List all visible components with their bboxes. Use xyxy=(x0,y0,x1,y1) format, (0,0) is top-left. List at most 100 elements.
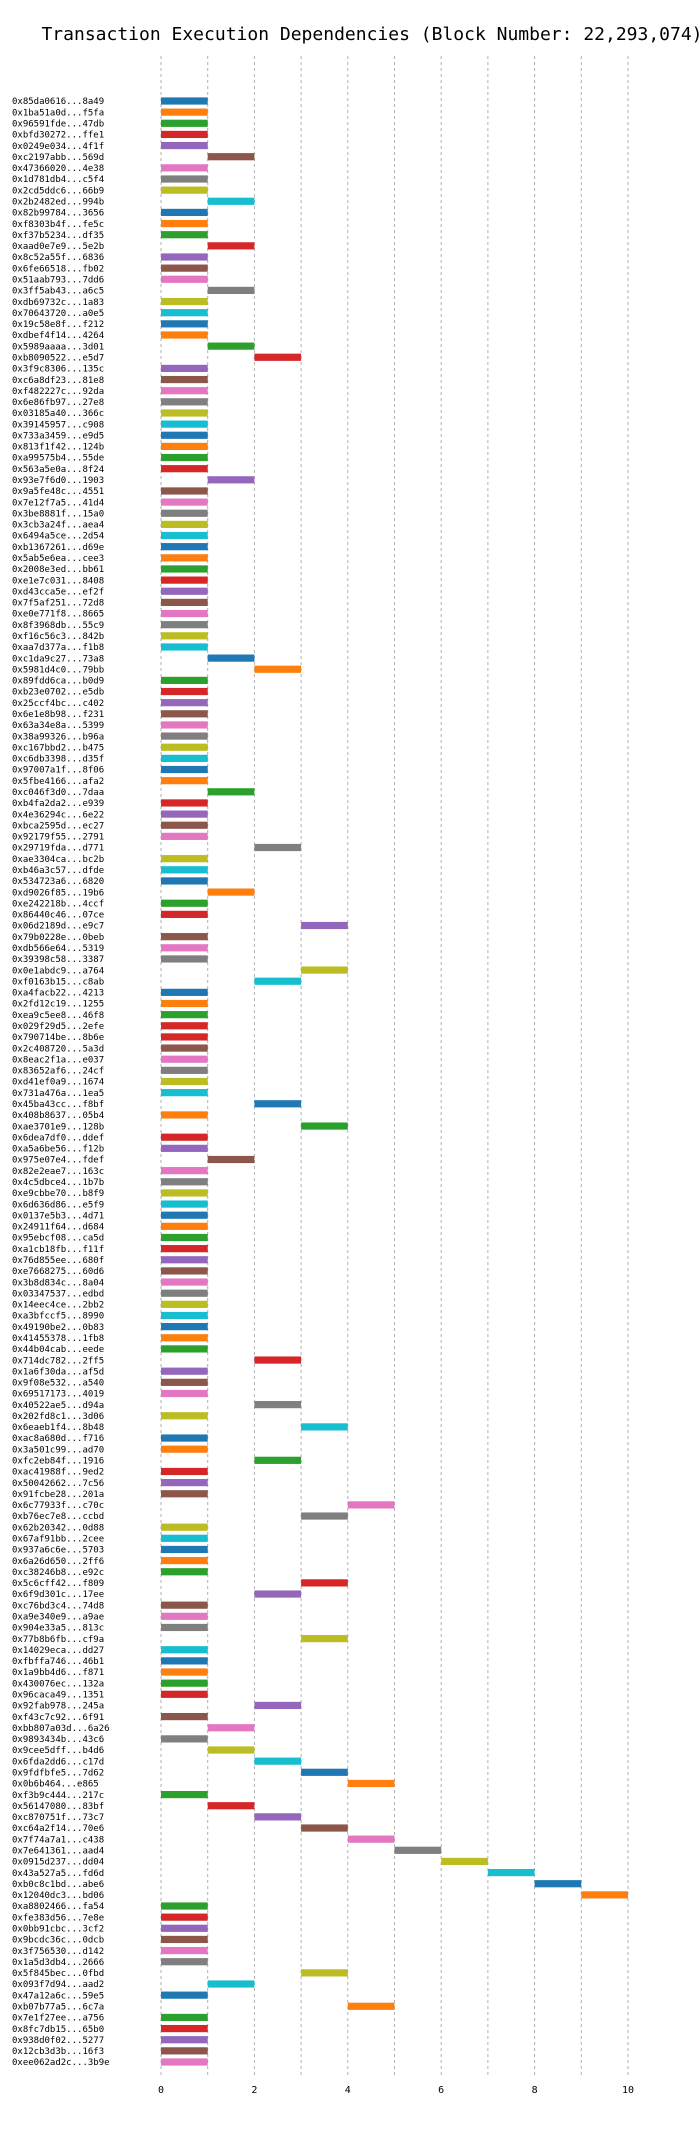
y-tick-label: 0xdb566e64...5319 xyxy=(12,944,104,954)
transaction-bar xyxy=(161,1902,208,1910)
transaction-bar xyxy=(161,487,208,495)
y-tick-label: 0x03185a40...366c xyxy=(12,409,104,419)
transaction-bar xyxy=(254,1813,302,1821)
transaction-bar xyxy=(161,331,208,339)
transaction-bar xyxy=(161,1490,208,1498)
transaction-bar xyxy=(347,2002,395,2010)
y-tick-label: 0x714dc782...2ff5 xyxy=(12,1356,104,1366)
transaction-bar xyxy=(161,832,208,840)
y-tick-label: 0xb4fa2da2...e939 xyxy=(12,799,104,809)
transaction-bar xyxy=(161,765,208,774)
transaction-bar xyxy=(207,197,255,205)
x-tick-label: 6 xyxy=(438,2085,444,2096)
transaction-bar xyxy=(161,1066,208,1074)
y-tick-label: 0xa9e340e9...a9ae xyxy=(12,1613,104,1623)
transaction-bar xyxy=(161,1623,208,1632)
transaction-bar xyxy=(161,933,208,941)
transaction-bar xyxy=(161,1311,208,1320)
y-tick-label: 0xc2197abb...569d xyxy=(12,153,104,163)
y-tick-label: 0x92fab978...245a xyxy=(12,1702,104,1712)
transaction-bar xyxy=(161,97,208,105)
y-tick-label: 0x91fcbe28...201a xyxy=(12,1490,104,1500)
transaction-bar xyxy=(441,1857,488,1866)
transaction-bar xyxy=(161,1735,208,1743)
y-tick-label: 0xc6a8df23...81e8 xyxy=(12,376,104,386)
y-tick-label: 0x430076ec...132a xyxy=(12,1679,104,1689)
y-tick-label: 0xc6db3398...d35f xyxy=(12,755,104,765)
y-tick-label: 0x6494a5ce...2d54 xyxy=(12,532,104,542)
transaction-bar xyxy=(161,810,208,818)
transaction-bar xyxy=(301,1423,348,1431)
transaction-bar xyxy=(581,1891,628,1899)
transaction-bar xyxy=(161,1278,208,1286)
transaction-bar xyxy=(161,1913,208,1921)
transaction-bar xyxy=(161,2058,208,2066)
transaction-bar xyxy=(161,520,208,528)
y-tick-label: 0x6f9d301c...17ee xyxy=(12,1590,104,1600)
y-tick-label: 0x38a99326...b96a xyxy=(12,732,104,742)
transaction-bar xyxy=(161,687,208,696)
y-tick-label: 0xa3bfccf5...8990 xyxy=(12,1312,104,1322)
y-tick-label: 0x5fbe4166...afa2 xyxy=(12,777,104,787)
y-tick-label: 0x24911f64...d684 xyxy=(12,1223,104,1233)
y-tick-label: 0xac41988f...9ed2 xyxy=(12,1468,104,1478)
transaction-bar xyxy=(161,1178,208,1186)
y-tick-label: 0x49190be2...0b83 xyxy=(12,1323,104,1333)
y-tick-label: 0xa5a6be56...f12b xyxy=(12,1145,104,1155)
transaction-bar xyxy=(161,1412,208,1420)
transaction-bar xyxy=(161,309,208,317)
transaction-bar xyxy=(301,1635,348,1643)
y-tick-label: 0x3f9c8306...135c xyxy=(12,365,104,375)
y-tick-label: 0x1d781db4...c5f4 xyxy=(12,175,104,185)
y-tick-label: 0xa1cb18fb...f11f xyxy=(12,1245,104,1255)
x-tick-label: 8 xyxy=(532,2085,538,2096)
transaction-bar xyxy=(161,1668,208,1676)
transaction-bar xyxy=(301,1122,348,1130)
transaction-bar xyxy=(301,921,348,930)
y-tick-label: 0x82e2eae7...163c xyxy=(12,1167,104,1177)
y-tick-label: 0x5989aaaa...3d01 xyxy=(12,342,104,352)
transaction-bar xyxy=(161,1144,208,1152)
transaction-bar xyxy=(161,632,208,640)
transaction-bar xyxy=(254,353,302,361)
y-tick-label: 0x6fe66518...fb02 xyxy=(12,264,104,274)
y-tick-label: 0x093f7d94...aad2 xyxy=(12,1980,104,1990)
transaction-bar xyxy=(207,654,255,662)
y-tick-label: 0xae3701e9...128b xyxy=(12,1122,104,1132)
y-tick-labels: 0x85da0616...8a490x1ba51a0d...f5fa0x9659… xyxy=(12,97,110,2068)
y-tick-label: 0xd43cca5e...ef2f xyxy=(12,587,104,597)
y-tick-label: 0x40522ae5...d94a xyxy=(12,1401,104,1411)
y-tick-label: 0xe242218b...4ccf xyxy=(12,899,104,909)
transaction-bar xyxy=(161,587,208,595)
y-tick-label: 0xb0c8c1bd...abe6 xyxy=(12,1880,104,1890)
transaction-bar xyxy=(161,1033,208,1041)
y-tick-label: 0x19c58e8f...f212 xyxy=(12,320,104,330)
transaction-bar xyxy=(161,364,208,373)
transaction-bar xyxy=(161,609,208,618)
transaction-bar xyxy=(161,208,208,217)
y-tick-label: 0x5c6cff42...f809 xyxy=(12,1579,104,1589)
transaction-bar xyxy=(161,398,208,406)
transaction-bar xyxy=(161,944,208,952)
transaction-bar xyxy=(161,465,208,473)
transaction-bar xyxy=(161,164,208,172)
y-tick-label: 0x3b8d834c...8a04 xyxy=(12,1278,104,1288)
transaction-bar xyxy=(161,988,208,996)
y-tick-label: 0x47366020...4e38 xyxy=(12,164,104,174)
transaction-bar xyxy=(207,342,255,350)
transaction-bar xyxy=(161,175,208,183)
y-tick-label: 0x44b04cab...eede xyxy=(12,1345,104,1355)
y-tick-label: 0x9cee5dff...b4d6 xyxy=(12,1746,104,1756)
y-tick-label: 0x6c77933f...c70c xyxy=(12,1501,104,1511)
y-tick-label: 0x0e1abdc9...a764 xyxy=(12,966,104,976)
y-tick-label: 0xa99575b4...55de xyxy=(12,454,104,464)
transaction-bar xyxy=(161,699,208,707)
transaction-bar xyxy=(161,1434,208,1442)
transaction-bar xyxy=(161,732,208,740)
transaction-bar xyxy=(161,1189,208,1197)
transaction-bar xyxy=(161,219,208,228)
y-tick-label: 0x202fd8c1...3d06 xyxy=(12,1412,104,1422)
y-tick-label: 0x8eac2f1a...e037 xyxy=(12,1055,104,1065)
y-tick-label: 0xea9c5ee8...46f8 xyxy=(12,1011,104,1021)
transaction-bar xyxy=(207,888,255,896)
